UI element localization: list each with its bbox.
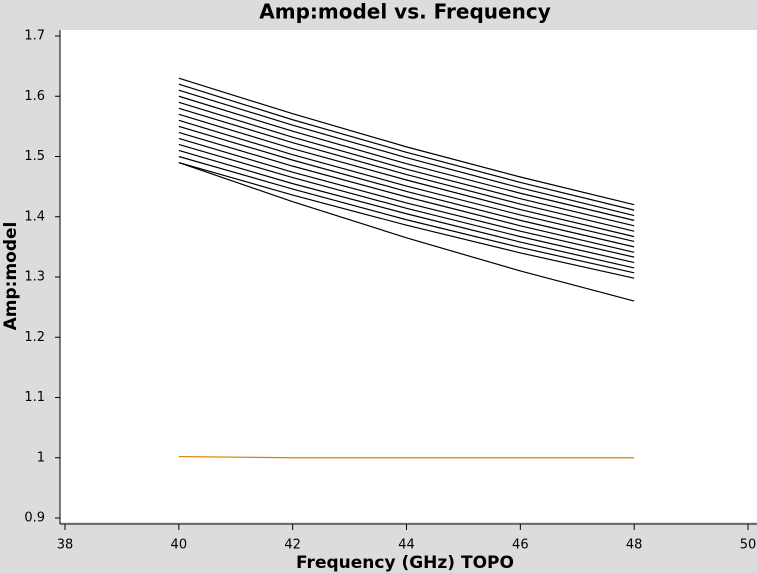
x-tick-label: 50 bbox=[740, 538, 757, 553]
series-line bbox=[178, 161, 635, 302]
series-line bbox=[178, 149, 635, 269]
y-tick-label: 0.9 bbox=[24, 511, 45, 526]
y-tick-label: 1.1 bbox=[24, 390, 45, 405]
x-tick-label: 46 bbox=[512, 538, 529, 553]
series-line bbox=[178, 119, 635, 243]
series-line bbox=[178, 455, 635, 459]
series-line bbox=[178, 137, 635, 258]
y-tick-label: 1.7 bbox=[24, 29, 45, 44]
chart-title: Amp:model vs. Frequency bbox=[259, 0, 550, 24]
y-tick-label: 1 bbox=[37, 450, 45, 465]
x-tick-label: 38 bbox=[57, 538, 74, 553]
y-axis-label: Amp:model bbox=[1, 222, 21, 331]
series-line bbox=[178, 155, 635, 274]
x-tick-label: 48 bbox=[626, 538, 643, 553]
series-line bbox=[178, 143, 635, 264]
y-tick-label: 1.5 bbox=[24, 149, 45, 164]
series-line bbox=[178, 95, 635, 221]
x-tick-label: 40 bbox=[171, 538, 188, 553]
series-line bbox=[178, 101, 635, 227]
y-tick-label: 1.2 bbox=[24, 330, 45, 345]
x-axis-label: Frequency (GHz) TOPO bbox=[296, 553, 514, 573]
series-line bbox=[178, 107, 635, 232]
series-line bbox=[178, 125, 635, 248]
plot-area bbox=[60, 30, 757, 522]
series-line bbox=[178, 77, 635, 206]
series-line bbox=[178, 161, 635, 279]
x-tick-label: 44 bbox=[398, 538, 415, 553]
x-tick-label: 42 bbox=[284, 538, 301, 553]
series-line bbox=[178, 131, 635, 253]
y-tick-label: 1.3 bbox=[24, 270, 45, 285]
y-tick-label: 1.6 bbox=[24, 89, 45, 104]
series-line bbox=[178, 89, 635, 217]
series-line bbox=[178, 83, 635, 211]
series-line bbox=[178, 113, 635, 238]
y-tick-label: 1.4 bbox=[24, 209, 45, 224]
